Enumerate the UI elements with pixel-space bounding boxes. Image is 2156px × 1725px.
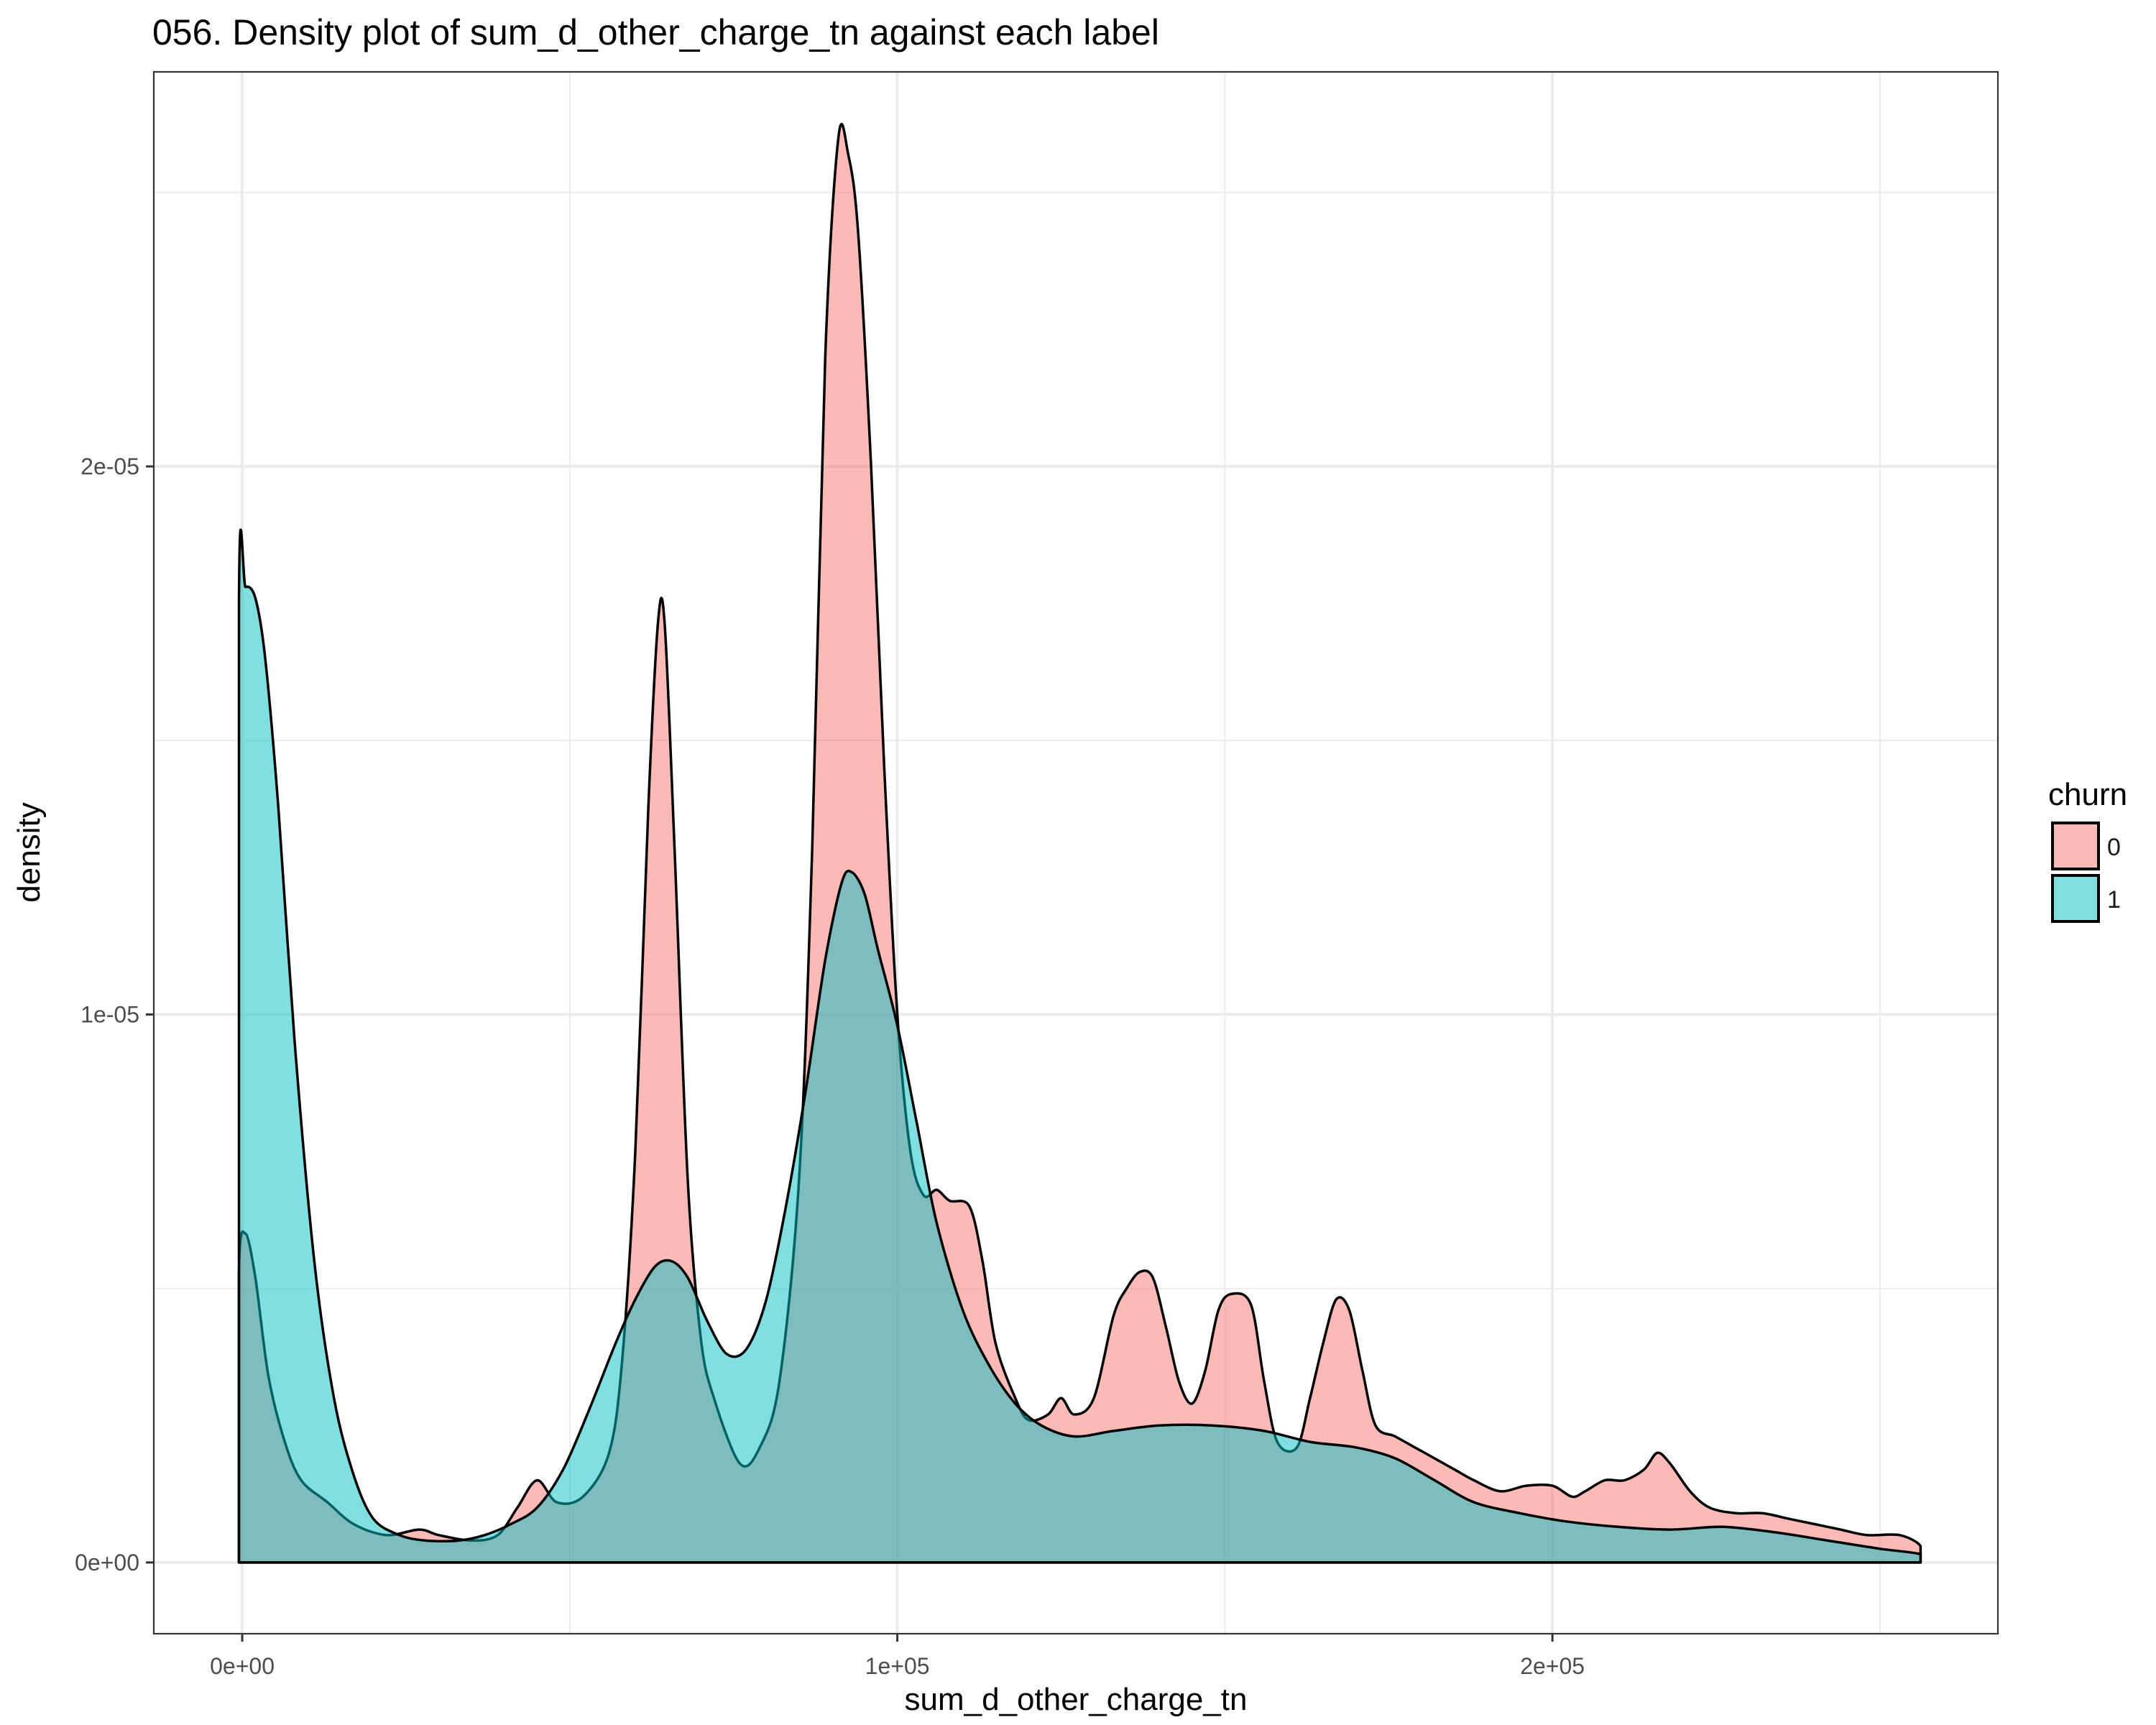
density-area-churn-1 xyxy=(237,528,1922,1564)
legend-item-0: 0 xyxy=(2051,822,2121,870)
y-axis-label: density xyxy=(11,802,47,902)
legend-key-0 xyxy=(2051,822,2100,870)
y-tick-label: 1e-05 xyxy=(80,1001,139,1027)
legend-item-1: 1 xyxy=(2051,874,2121,923)
x-tick-label: 0e+00 xyxy=(210,1653,275,1679)
panel-border xyxy=(152,70,1999,1635)
legend-label-0: 0 xyxy=(2107,834,2121,861)
legend-key-1 xyxy=(2051,874,2100,923)
density-series xyxy=(237,123,1922,1564)
grid-minor xyxy=(154,72,1998,1634)
x-tick-label: 2e+05 xyxy=(1520,1653,1585,1679)
panel-background xyxy=(154,72,1998,1634)
y-tick-label: 0e+00 xyxy=(75,1550,139,1576)
legend-label-1: 1 xyxy=(2107,886,2121,914)
chart-title: 056. Density plot of sum_d_other_charge_… xyxy=(152,12,1159,52)
y-tick-label: 2e-05 xyxy=(80,454,139,479)
x-axis-label: sum_d_other_charge_tn xyxy=(905,1682,1248,1717)
y-axis: 0e+00 1e-05 2e-05 xyxy=(75,454,154,1576)
legend: churn 0 1 xyxy=(2048,777,2127,923)
x-axis: 0e+00 1e+05 2e+05 xyxy=(210,1634,1585,1679)
legend-title: churn xyxy=(2048,777,2127,812)
x-tick-label: 1e+05 xyxy=(865,1653,930,1679)
panel xyxy=(152,70,1999,1635)
